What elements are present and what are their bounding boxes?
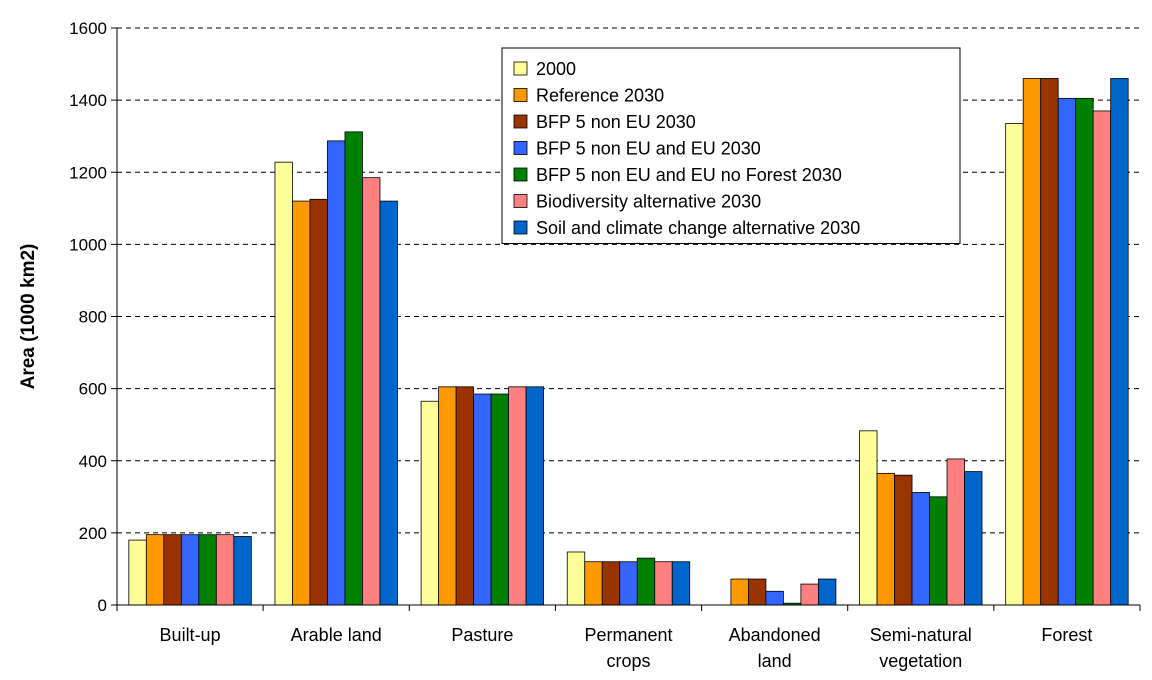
bar xyxy=(438,386,457,606)
legend-entry-label: BFP 5 non EU and EU no Forest 2030 xyxy=(536,165,842,185)
legend-entry-label: BFP 5 non EU 2030 xyxy=(536,112,696,132)
bar xyxy=(946,458,965,606)
bar xyxy=(473,393,492,606)
y-tick-label: 1400 xyxy=(69,91,107,110)
bar xyxy=(128,539,147,606)
bars xyxy=(128,78,1129,606)
bar xyxy=(455,386,475,606)
legend: 2000 Reference 2030 BFP 5 non EU 2030 BFP 5… xyxy=(501,47,961,244)
y-tick-label: 400 xyxy=(79,452,107,471)
bar xyxy=(654,561,673,606)
x-category-label: Arable land xyxy=(291,625,382,645)
y-tick-label: 1600 xyxy=(69,19,107,38)
bar xyxy=(362,177,381,606)
bar xyxy=(379,200,398,606)
bar xyxy=(859,430,878,606)
bar xyxy=(929,496,948,606)
bar xyxy=(1005,123,1024,606)
x-category-label: Built-up xyxy=(160,625,221,645)
bar xyxy=(636,557,656,606)
bar xyxy=(215,534,235,606)
bar xyxy=(508,386,527,606)
bar xyxy=(601,561,621,606)
bar xyxy=(730,578,749,606)
legend-swatch xyxy=(513,167,528,182)
y-tick-labels: 0 200 400 600 800 1000 1200 1400 1600 xyxy=(69,19,107,615)
bar xyxy=(1057,97,1077,606)
bar xyxy=(584,561,603,606)
bar xyxy=(1022,78,1042,606)
bar xyxy=(747,578,767,606)
x-category-label: Abandoned land xyxy=(729,625,821,671)
bar xyxy=(671,561,691,606)
bar xyxy=(233,536,252,606)
bar xyxy=(817,578,837,606)
y-tick-label: 800 xyxy=(79,308,107,327)
legend-entry-label: Biodiversity alternative 2030 xyxy=(536,192,761,212)
bar xyxy=(964,471,983,606)
y-tick-label: 600 xyxy=(79,380,107,399)
legend-swatch xyxy=(513,61,528,76)
y-tick-label: 1200 xyxy=(69,163,107,182)
bar xyxy=(894,474,913,606)
bar xyxy=(292,200,311,606)
x-category-label: Pasture xyxy=(451,625,513,645)
bar xyxy=(1092,110,1112,606)
legend-entry-label: Soil and climate change alternative 2030 xyxy=(536,218,860,238)
y-axis-label: Area (1000 km2) xyxy=(18,244,39,390)
axes xyxy=(111,27,1141,611)
bar xyxy=(1110,78,1129,606)
bar xyxy=(490,393,510,606)
y-tick-label: 0 xyxy=(98,596,107,615)
bar xyxy=(800,583,819,606)
x-category-label: Forest xyxy=(1041,625,1092,645)
legend-swatch xyxy=(513,141,528,155)
bar xyxy=(163,534,182,606)
x-category-labels: Built-up Arable land Pasture Permanent crops… xyxy=(160,625,1093,671)
bar xyxy=(765,590,784,606)
legend-swatch xyxy=(513,88,528,102)
bar xyxy=(180,534,200,606)
bar xyxy=(327,140,346,606)
x-category-label: Permanent crops xyxy=(584,625,672,671)
bar xyxy=(525,386,545,606)
bar xyxy=(1040,78,1059,606)
bar xyxy=(309,198,328,606)
legend-box xyxy=(501,47,961,244)
bar xyxy=(145,534,165,606)
bar xyxy=(1075,97,1094,606)
legend-swatch xyxy=(513,220,528,235)
legend-swatch xyxy=(513,194,528,208)
bar xyxy=(198,534,217,606)
bar xyxy=(619,561,638,606)
legend-entry-label: Reference 2030 xyxy=(536,86,664,106)
legend-swatch xyxy=(513,114,528,129)
y-tick-label: 1000 xyxy=(69,235,107,254)
legend-entry-label: 2000 xyxy=(536,59,576,79)
legend-entry-label: BFP 5 non EU and EU 2030 xyxy=(536,139,761,159)
bar xyxy=(566,551,586,606)
bar xyxy=(344,131,363,606)
bar xyxy=(911,492,930,606)
x-category-label: Semi-natural vegetation xyxy=(870,625,972,671)
bar xyxy=(274,161,293,606)
bar xyxy=(876,472,895,606)
y-tick-label: 200 xyxy=(79,524,107,543)
bar xyxy=(420,400,440,606)
